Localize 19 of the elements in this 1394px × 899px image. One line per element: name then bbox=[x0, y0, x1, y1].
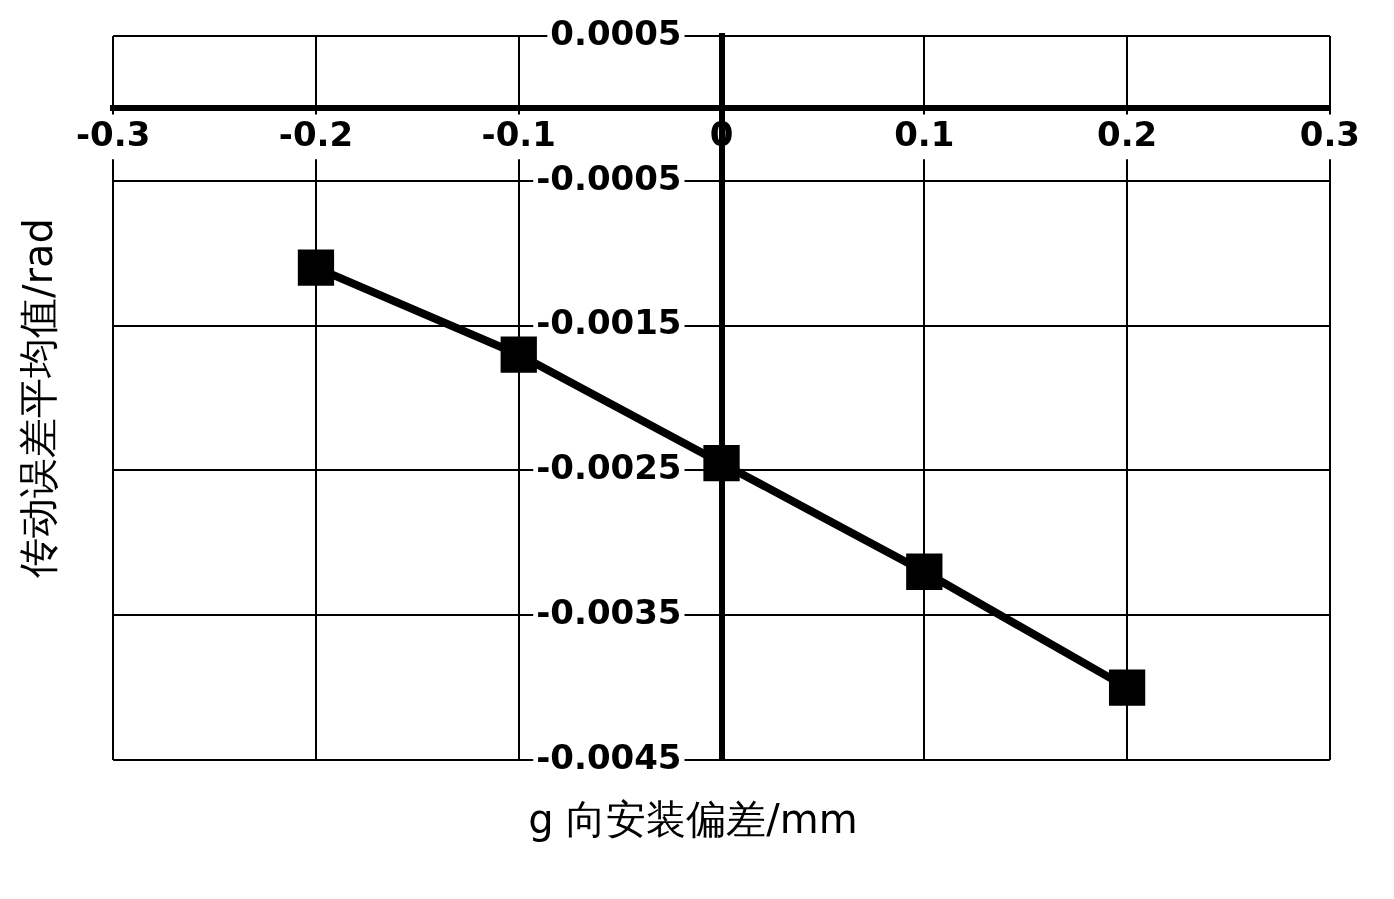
x-tick-label: 0.1 bbox=[894, 113, 955, 154]
point bbox=[500, 336, 537, 373]
y-tick-label: -0.0045 bbox=[536, 736, 682, 777]
y-axis-title: 传动误差平均值/rad bbox=[13, 218, 62, 578]
point bbox=[703, 445, 740, 482]
x-axis-title: g 向安装偏差/mm bbox=[527, 795, 859, 844]
y-tick-label: 0.0005 bbox=[550, 12, 682, 53]
point bbox=[297, 249, 335, 286]
point bbox=[1108, 669, 1146, 706]
y-tick-label: -0.0015 bbox=[536, 302, 682, 343]
x-tick-label: -0.1 bbox=[481, 113, 556, 154]
x-tick-label: 0.2 bbox=[1096, 113, 1158, 154]
point bbox=[906, 553, 943, 590]
y-tick-label: -0.0005 bbox=[536, 157, 682, 198]
y-tick-label: -0.0035 bbox=[536, 592, 682, 633]
x-tick-label: 0.3 bbox=[1299, 113, 1360, 154]
x-tick-label: -0.2 bbox=[278, 113, 354, 154]
y-tick-label: -0.0025 bbox=[536, 447, 682, 488]
x-tick-label: -0.3 bbox=[76, 113, 151, 154]
